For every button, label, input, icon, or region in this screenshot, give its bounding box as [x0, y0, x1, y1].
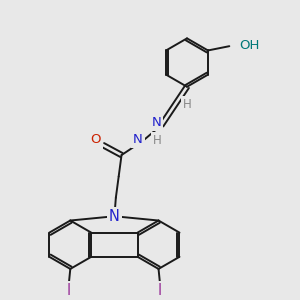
- Text: I: I: [67, 283, 71, 298]
- Text: I: I: [158, 283, 162, 298]
- Text: N: N: [109, 209, 120, 224]
- Text: N: N: [133, 133, 142, 146]
- Text: H: H: [153, 134, 161, 147]
- Text: OH: OH: [239, 39, 260, 52]
- Text: H: H: [183, 98, 191, 111]
- Text: N: N: [152, 116, 161, 129]
- Text: O: O: [91, 134, 101, 146]
